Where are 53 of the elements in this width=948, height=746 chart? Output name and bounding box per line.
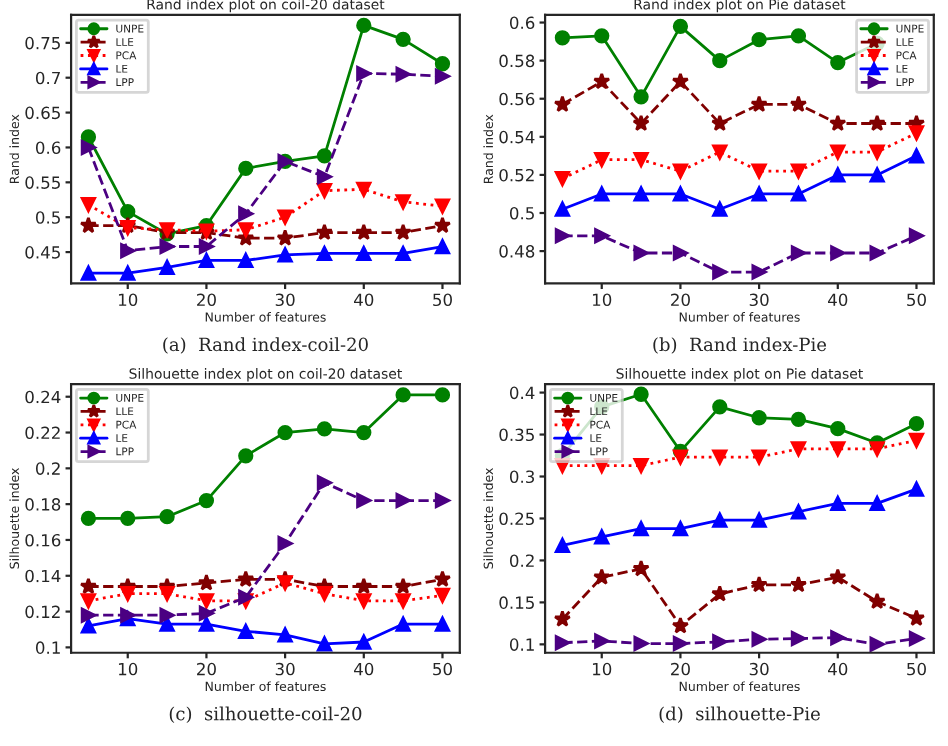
y-tick-label: 0.55 [25, 176, 60, 189]
x-tick-label: 50 [433, 662, 452, 676]
y-tick-label: 0.7 [35, 71, 60, 85]
y-tick-label: 0.15 [499, 596, 534, 609]
y-tick-label: 0.16 [25, 533, 61, 547]
y-tick-label: 0.2 [35, 462, 60, 475]
y-tick-label: 0.22 [25, 426, 60, 440]
text: (c) silhouette-coil-20 [169, 706, 362, 723]
y-tick-label: 0.18 [25, 498, 61, 511]
text: (d) silhouette-Pie [659, 706, 820, 723]
y-tick-label: 0.25 [499, 512, 534, 526]
y-tick-label: 0.2 [509, 554, 534, 567]
text: (a) Rand index-coil-20 [163, 337, 368, 354]
x-tick-label: 30 [275, 662, 295, 676]
y-tick-label: 0.52 [499, 168, 534, 182]
y-tick-label: 0.24 [25, 390, 61, 404]
y-tick-label: 0.6 [35, 141, 61, 155]
x-tick-label: 20 [671, 662, 690, 676]
x-tick-label: 20 [197, 293, 216, 307]
y-tick-label: 0.5 [35, 211, 60, 224]
x-tick-label: 30 [275, 293, 295, 307]
y-tick-label: 0.35 [499, 428, 534, 442]
x-tick-label: 20 [671, 293, 690, 307]
y-tick-label: 0.56 [499, 92, 535, 106]
y-tick-label: 0.45 [25, 246, 60, 259]
x-tick-label: 30 [749, 293, 769, 307]
x-tick-label: 50 [433, 293, 452, 307]
y-tick-label: 0.75 [25, 36, 60, 50]
y-tick-label: 0.1 [35, 641, 60, 654]
x-tick-label: 40 [828, 662, 848, 676]
y-tick-label: 0.5 [509, 206, 534, 220]
y-tick-label: 0.3 [509, 470, 535, 484]
y-tick-label: 0.14 [25, 569, 61, 583]
y-tick-label: 0.6 [509, 16, 535, 30]
y-tick-label: 0.54 [499, 130, 535, 144]
y-tick-label: 0.48 [499, 245, 535, 258]
x-tick-label: 10 [592, 293, 612, 307]
text: (b) Rand index-Pie [653, 337, 827, 354]
x-tick-label: 40 [354, 293, 374, 307]
x-tick-label: 30 [749, 662, 769, 676]
y-tick-label: 0.1 [509, 638, 534, 651]
y-tick-label: 0.65 [25, 106, 60, 120]
x-tick-label: 50 [907, 293, 926, 307]
x-tick-label: 40 [828, 293, 848, 307]
x-tick-label: 20 [197, 662, 216, 676]
x-tick-label: 50 [907, 662, 926, 676]
x-tick-label: 40 [354, 662, 374, 676]
y-tick-label: 0.58 [499, 54, 535, 68]
y-tick-label: 0.12 [25, 605, 60, 619]
y-tick-label: 0.4 [509, 386, 535, 400]
x-tick-label: 10 [592, 662, 612, 676]
x-tick-label: 10 [118, 662, 138, 676]
x-tick-label: 10 [118, 293, 138, 307]
